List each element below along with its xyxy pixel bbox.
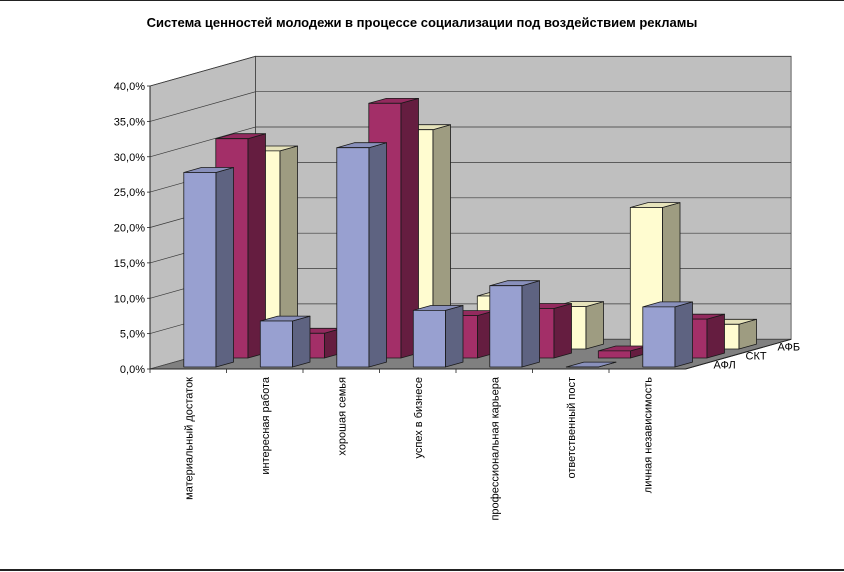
bar-front [412,309,446,368]
series-label: АФЛ [714,360,736,372]
x-tick-label: ответственный пост [566,377,578,479]
bar-front [183,172,217,368]
x-tick-label: интересная работа [260,376,272,475]
y-tick-label: 25,0% [114,187,145,199]
x-tick-label: материальный достаток [183,377,195,500]
y-tick-label: 15,0% [114,258,145,270]
y-tick-label: 40,0% [114,81,145,93]
x-tick-label: успех в бизнесе [413,377,425,458]
y-tick-label: 30,0% [114,152,145,164]
chart-tick-labels: 0,0% 5,0% 10,0% 15,0% 20,0% 25,0% 30,0% 35,0% 40… [114,81,800,521]
bar-front [597,350,631,359]
depth-axis [685,338,792,370]
bar-side [585,301,604,350]
bar-front [642,306,676,368]
bar-front [489,285,523,368]
bar-side [444,305,464,368]
x-tick-label: хорошая семья [336,377,348,456]
y-tick-label: 0,0% [120,364,145,376]
chart-bars [183,98,757,368]
chart-axes [147,85,792,373]
y-tick-label: 5,0% [120,329,145,341]
x-tick-label: личная независимость [642,377,654,493]
gridline [149,55,792,87]
gridline [149,126,792,158]
bar-side [706,313,725,359]
bar [183,167,234,368]
chart-title: Система ценностей молодежи в процессе со… [146,15,698,30]
bar-front [336,147,370,368]
bar-side [215,167,234,368]
bar [642,301,693,368]
bar [412,305,464,368]
bar-front [259,320,293,368]
gridline [149,91,792,122]
bar-side [553,303,572,359]
bar [489,280,540,368]
y-tick-label: 20,0% [114,223,145,235]
x-tick-label: профессиональная карьера [489,376,501,520]
y-tick-label: 35,0% [114,116,145,128]
bar [565,361,617,368]
bar-side [368,142,387,368]
bar-side [291,315,311,368]
y-tick-label: 10,0% [114,293,145,305]
bar [259,315,311,368]
bar-side [521,280,540,368]
bar [336,142,387,368]
series-label: АФБ [778,342,801,354]
bar-side [674,301,693,368]
series-label: СКТ [746,351,767,363]
